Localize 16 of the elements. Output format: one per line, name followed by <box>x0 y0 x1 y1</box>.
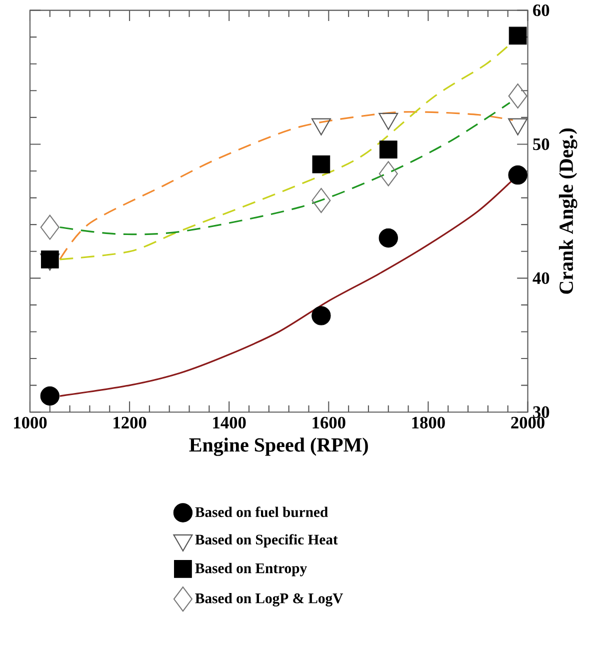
x-tick-label: 2000 <box>511 416 545 428</box>
legend-label: Based on fuel burned <box>195 506 328 518</box>
y-tick-label: 30 <box>533 406 550 418</box>
legend-label: Based on Specific Heat <box>195 534 338 548</box>
x-tick-label: 1800 <box>412 416 446 428</box>
legend-label: Based on Entropy <box>195 562 308 576</box>
x-tick-label: 1600 <box>312 416 346 428</box>
y-axis-title: Crank Angle (Deg.) <box>559 128 578 294</box>
y-tick-label: 60 <box>533 4 550 16</box>
legend-label: Based on LogP & LogV <box>195 592 344 606</box>
x-tick-label: 1400 <box>213 416 246 428</box>
y-tick-label: 40 <box>532 272 550 284</box>
x-axis-title: Engine Speed (RPM) <box>189 438 368 456</box>
x-tick-label: 1000 <box>14 416 47 428</box>
y-tick-label: 50 <box>533 138 550 150</box>
x-tick-label: 1200 <box>114 416 146 428</box>
